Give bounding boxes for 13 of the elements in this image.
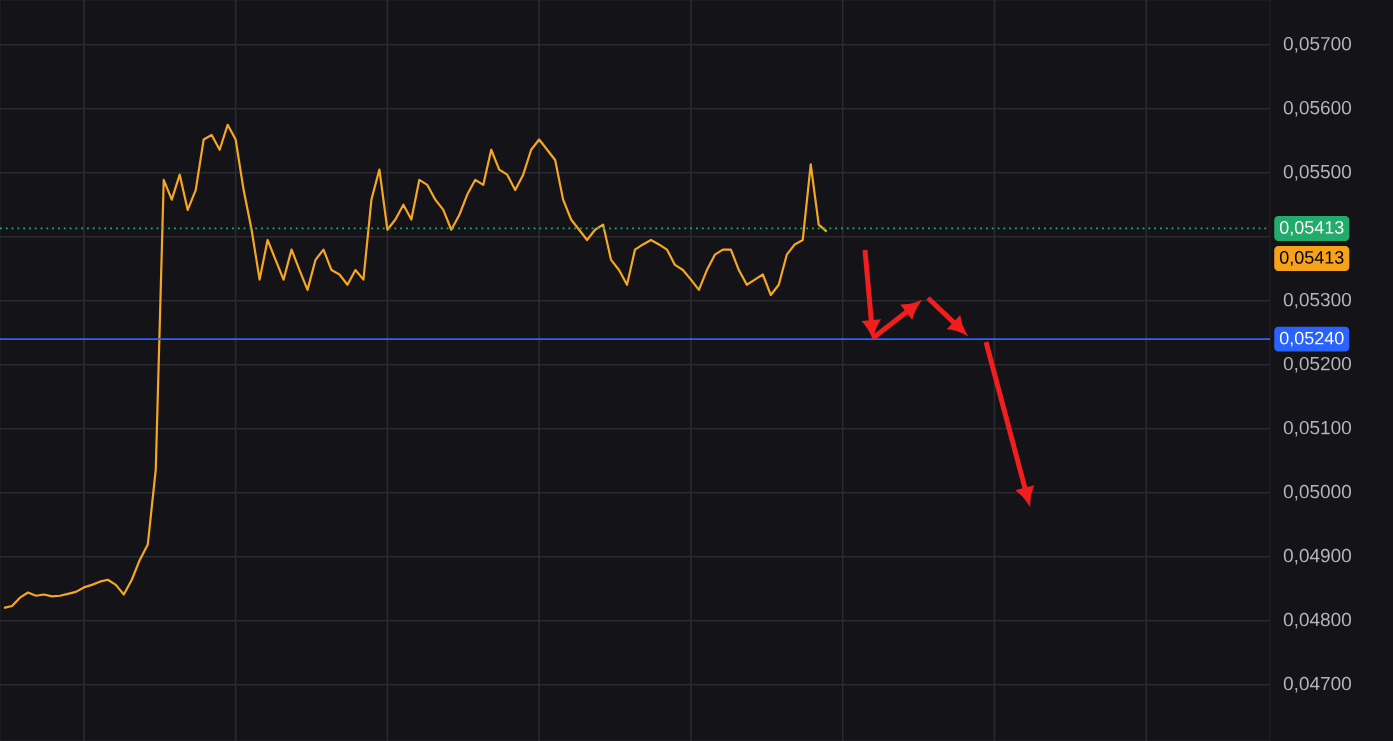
y-tick-label: 0,05500 — [1283, 164, 1351, 181]
text: 0,05413 — [1279, 251, 1344, 266]
y-tick-label: 0,05600 — [1283, 100, 1351, 117]
ref-line-label: 0,05240 — [1279, 331, 1344, 347]
y-tick-label: 0,05000 — [1283, 484, 1351, 501]
y-tick-label: 0,05300 — [1283, 292, 1351, 309]
y-tick-label: 0,05700 — [1283, 36, 1351, 53]
ref-line-label: 0,05413 — [1279, 221, 1344, 236]
y-tick-label: 0,05200 — [1283, 356, 1351, 373]
y-tick-label: 0,04900 — [1283, 548, 1351, 565]
y-tick-label: 0,04700 — [1283, 676, 1351, 693]
y-tick-label: 0,04800 — [1283, 612, 1351, 629]
y-tick-label: 0,05100 — [1283, 420, 1351, 437]
